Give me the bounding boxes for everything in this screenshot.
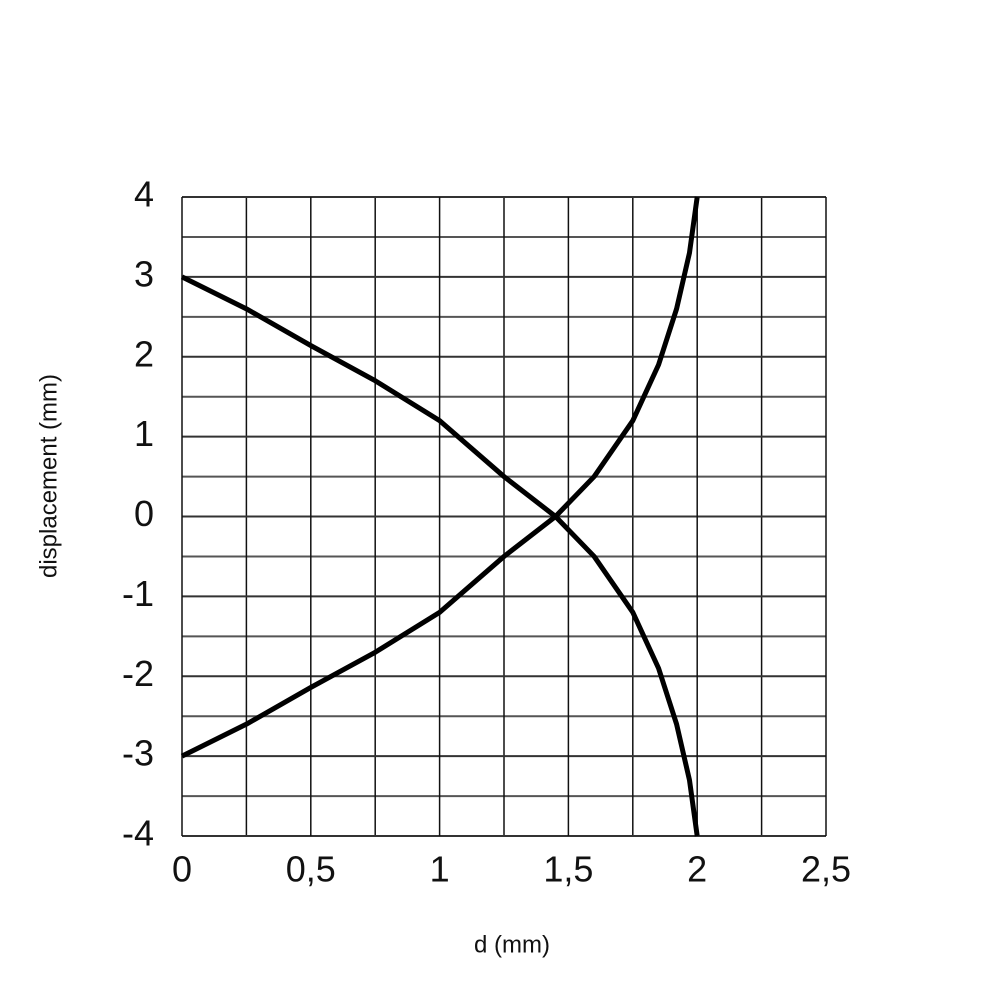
- x-tick-label: 1,5: [543, 849, 593, 890]
- x-tick-label: 2: [687, 849, 707, 890]
- x-tick-label: 0,5: [286, 849, 336, 890]
- y-axis-label: displacement (mm): [35, 374, 62, 578]
- y-tick-label: -4: [122, 813, 154, 854]
- x-tick-label: 1: [430, 849, 450, 890]
- x-axis-label: d (mm): [474, 931, 550, 958]
- curve: [180, 196, 700, 759]
- x-tick-label: 0: [172, 849, 192, 890]
- y-tick-label: -1: [122, 573, 154, 614]
- y-tick-label: 0: [134, 493, 154, 534]
- x-tick-label: 2,5: [801, 849, 851, 890]
- y-tick-label: 1: [134, 413, 154, 454]
- y-tick-label: -2: [122, 653, 154, 694]
- y-tick-label: 3: [134, 253, 154, 294]
- y-tick-label: -3: [122, 733, 154, 774]
- y-tick-label: 4: [134, 174, 154, 215]
- y-tick-label: 2: [134, 333, 154, 374]
